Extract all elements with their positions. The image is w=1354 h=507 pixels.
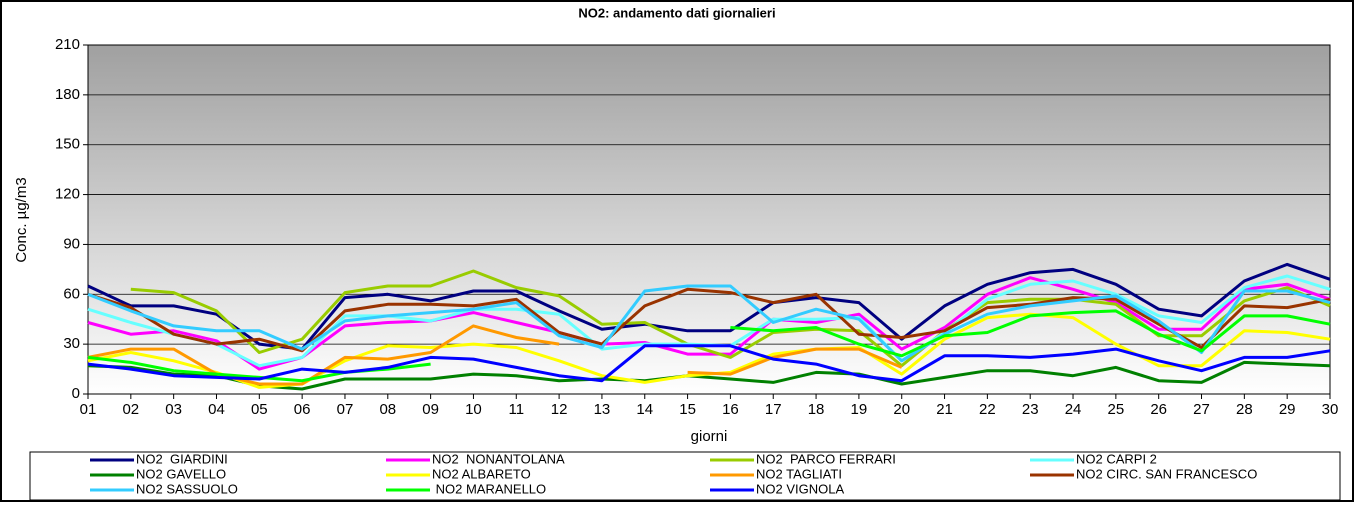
x-tick-label: 02 [122, 401, 139, 418]
x-tick-label: 18 [808, 401, 825, 418]
legend-label: NO2 MARANELLO [432, 481, 546, 496]
x-tick-label: 09 [422, 401, 439, 418]
y-tick-label: 120 [55, 186, 80, 203]
x-tick-label: 13 [594, 401, 611, 418]
y-tick-label: 30 [63, 335, 80, 352]
x-axis-label: giorni [691, 428, 728, 445]
legend-label: NO2 PARCO FERRARI [756, 451, 896, 466]
legend-label: NO2 ALBARETO [432, 466, 531, 481]
y-tick-label: 150 [55, 136, 80, 153]
legend-label: NO2 TAGLIATI [756, 466, 842, 481]
x-tick-label: 23 [1022, 401, 1039, 418]
legend-label: NO2 CARPI 2 [1076, 451, 1157, 466]
chart-title: NO2: andamento dati giornalieri [578, 5, 775, 20]
legend [29, 451, 1341, 501]
x-tick-label: 01 [80, 401, 97, 418]
legend-label: NO2 VIGNOLA [756, 481, 844, 496]
x-tick-label: 22 [979, 401, 996, 418]
x-tick-label: 27 [1193, 401, 1210, 418]
x-tick-label: 19 [851, 401, 868, 418]
x-tick-label: 14 [636, 401, 653, 418]
x-tick-label: 30 [1322, 401, 1339, 418]
x-tick-label: 20 [893, 401, 910, 418]
legend-label: NO2 CIRC. SAN FRANCESCO [1076, 466, 1257, 481]
x-tick-label: 16 [722, 401, 739, 418]
y-tick-label: 0 [72, 385, 80, 402]
x-tick-label: 11 [508, 401, 524, 418]
series-line [87, 284, 1331, 363]
plot-area [87, 44, 1331, 395]
y-tick-label: 90 [63, 235, 80, 252]
x-tick-label: 08 [379, 401, 396, 418]
x-tick-label: 25 [1108, 401, 1125, 418]
y-axis-label: Conc. µg/m3 [13, 177, 30, 262]
y-tick-label: 60 [63, 285, 80, 302]
x-tick-label: 24 [1065, 401, 1082, 418]
legend-label: NO2 SASSUOLO [136, 481, 238, 496]
x-tick-label: 26 [1150, 401, 1167, 418]
series-line [87, 344, 1331, 383]
x-tick-label: 12 [551, 401, 568, 418]
legend-label: NO2 NONANTOLANA [432, 451, 565, 466]
x-tick-label: 10 [465, 401, 482, 418]
x-tick-label: 29 [1279, 401, 1296, 418]
x-tick-label: 28 [1236, 401, 1253, 418]
x-tick-label: 06 [294, 401, 311, 418]
x-tick-label: 05 [251, 401, 268, 418]
x-tick-label: 21 [936, 401, 953, 418]
legend-label: NO2 GIARDINI [136, 451, 228, 466]
x-tick-label: 04 [208, 401, 225, 418]
series-line [87, 287, 1331, 353]
legend-label: NO2 GAVELLO [136, 466, 226, 481]
x-tick-label: 03 [165, 401, 182, 418]
series-line [130, 269, 1331, 368]
x-tick-label: 17 [765, 401, 782, 418]
x-tick-label: 15 [679, 401, 696, 418]
y-tick-label: 180 [55, 86, 80, 103]
y-tick-label: 210 [55, 36, 80, 53]
series-line [87, 360, 1331, 391]
x-tick-label: 07 [337, 401, 354, 418]
